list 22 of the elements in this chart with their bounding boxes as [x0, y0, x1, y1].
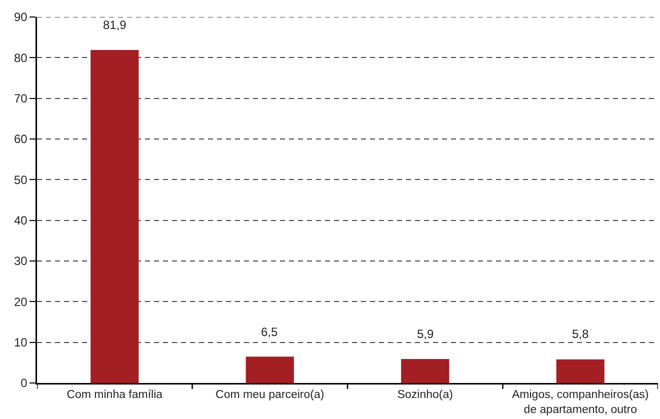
- y-tick-label: 90: [14, 10, 28, 24]
- x-tick-label: Amigos, companheiros(as) de apartamento, outro: [512, 389, 649, 416]
- data-label: 5,8: [572, 327, 590, 341]
- x-tick-label: Com minha família: [66, 389, 164, 402]
- y-tick-label: 0: [20, 376, 28, 390]
- y-tick-label: 80: [14, 50, 28, 65]
- y-tick-label: 20: [14, 294, 28, 309]
- bar: [556, 359, 604, 383]
- bar: [401, 359, 450, 383]
- x-tick-label: Com meu parceiro(a): [216, 389, 324, 402]
- data-label: 81,9: [103, 18, 127, 32]
- y-tick-label: 10: [14, 336, 28, 350]
- y-tick-label: 30: [14, 254, 28, 268]
- y-tick-label: 40: [14, 214, 28, 228]
- data-label: 5,9: [417, 327, 434, 341]
- bar: [90, 50, 139, 383]
- y-tick-label: 70: [14, 92, 28, 106]
- data-label: 6,5: [261, 325, 278, 339]
- y-tick-label: 50: [14, 172, 28, 187]
- bar: [246, 356, 294, 383]
- y-tick-label: 60: [14, 132, 28, 146]
- x-tick-label: Sozinho(a): [397, 389, 454, 402]
